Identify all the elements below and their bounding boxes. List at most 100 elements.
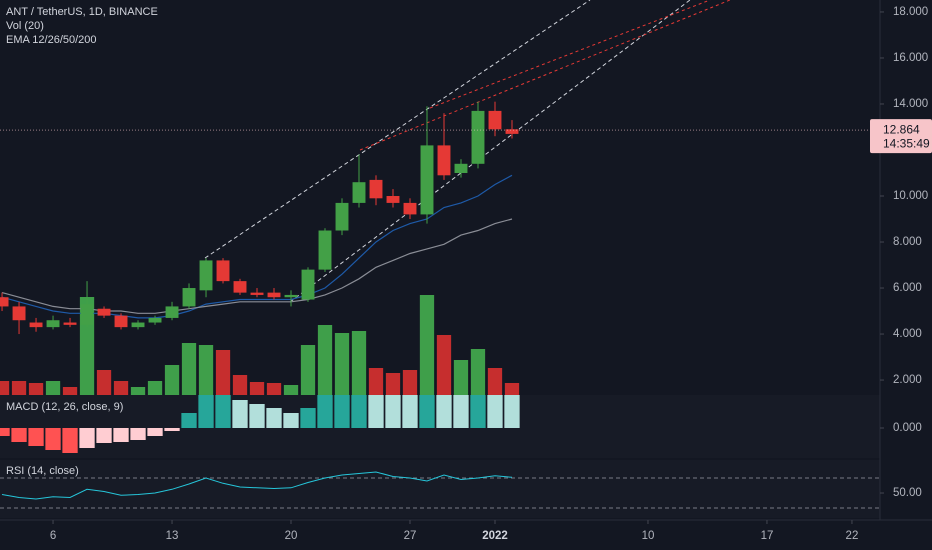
rsi-line	[1, 471, 513, 500]
candle-body	[216, 260, 230, 282]
candle-body	[488, 110, 502, 130]
macd-bar	[419, 395, 435, 428]
drawings	[204, 0, 731, 303]
chart-title: ANT / TetherUS, 1D, BINANCE	[6, 6, 158, 18]
volume-bar	[453, 360, 469, 395]
macd-bar	[215, 395, 231, 428]
volume-bar	[0, 381, 10, 395]
candle-body	[29, 322, 43, 328]
candle-body	[284, 294, 298, 298]
x-tick-label: 13	[166, 530, 179, 542]
volume-bar	[317, 325, 333, 395]
y-tick-label: 18.000	[893, 6, 928, 18]
macd-legend: MACD (12, 26, close, 9)	[6, 401, 123, 413]
trend-line	[429, 0, 711, 109]
macd-bar	[436, 395, 452, 428]
macd-bar	[351, 395, 367, 428]
candle-body	[97, 308, 111, 316]
volume-bar	[249, 382, 265, 395]
candle-body	[114, 315, 128, 328]
y-tick-label: 14.000	[893, 98, 928, 110]
macd-bar	[266, 408, 282, 428]
y-tick-label: 8.000	[893, 236, 922, 248]
x-tick-label: 6	[50, 530, 56, 542]
x-tick-label: 10	[642, 530, 655, 542]
macd-bar	[11, 428, 27, 442]
candle-body	[301, 269, 315, 300]
macd-bar	[147, 428, 163, 436]
candle-body	[148, 317, 162, 323]
last-price-label: 12.864	[883, 122, 920, 136]
macd-bar	[28, 428, 44, 446]
x-tick-label: 27	[404, 530, 417, 542]
candle-body	[131, 322, 145, 328]
volume-bar	[283, 385, 299, 395]
ema-legend: EMA 12/26/50/200	[6, 34, 97, 46]
macd-bar	[130, 428, 146, 440]
macd-histogram	[0, 395, 520, 453]
y-tick-label: 0.000	[893, 422, 922, 434]
trend-line	[204, 0, 591, 259]
candle-body	[386, 196, 400, 203]
macd-bar	[113, 428, 129, 442]
volume-bar	[436, 335, 452, 395]
macd-bar	[232, 400, 248, 428]
volume-bar	[164, 365, 180, 395]
macd-bar	[334, 395, 350, 428]
volume-bar	[334, 333, 350, 395]
macd-bar	[79, 428, 95, 448]
macd-bar	[0, 428, 10, 436]
volume-bar	[266, 383, 282, 395]
candle-body	[267, 292, 281, 298]
candle-body	[12, 306, 26, 321]
candle-body	[403, 202, 417, 215]
candle-body	[46, 320, 60, 328]
x-tick-label: 20	[285, 530, 298, 542]
countdown-label: 14:35:49	[883, 136, 930, 150]
macd-bar	[249, 404, 265, 428]
volume-bar	[62, 387, 78, 395]
price-pane	[0, 101, 520, 395]
macd-bar	[300, 408, 316, 428]
candle-body	[0, 297, 9, 307]
candle-body	[420, 145, 434, 215]
volume-bar	[232, 375, 248, 395]
x-tick-label: 17	[761, 530, 774, 542]
macd-bar	[283, 413, 299, 428]
macd-bar	[62, 428, 78, 453]
candle-body	[233, 281, 247, 293]
macd-bar	[96, 428, 112, 443]
volume-bar	[368, 368, 384, 395]
volume-bar	[470, 349, 486, 395]
macd-bar	[470, 395, 486, 428]
volume-bar	[28, 383, 44, 395]
volume-bar	[487, 368, 503, 395]
rsi-pane	[0, 460, 880, 518]
volume-bar	[130, 387, 146, 395]
x-tick-label: 22	[846, 530, 859, 542]
volume-bar	[504, 383, 520, 395]
y-tick-label: 10.000	[893, 190, 928, 202]
volume-bar	[181, 343, 197, 395]
y-tick-label: 4.000	[893, 328, 922, 340]
volume-bar	[96, 370, 112, 395]
trend-line	[359, 0, 731, 151]
macd-bar	[317, 395, 333, 428]
rsi-legend: RSI (14, close)	[6, 465, 79, 477]
macd-bar	[164, 428, 180, 431]
volume-bar	[351, 331, 367, 395]
volume-bar	[300, 345, 316, 395]
volume-bar	[215, 350, 231, 395]
macd-bar	[402, 395, 418, 428]
volume-bar	[113, 381, 129, 395]
volume-bar	[11, 381, 27, 395]
macd-bar	[181, 413, 197, 428]
y-tick-label: 2.000	[893, 374, 922, 386]
candle-body	[352, 182, 366, 203]
macd-bar	[385, 395, 401, 428]
volume-bar	[419, 295, 435, 395]
y-tick-label: 6.000	[893, 282, 922, 294]
candle-body	[80, 304, 94, 325]
